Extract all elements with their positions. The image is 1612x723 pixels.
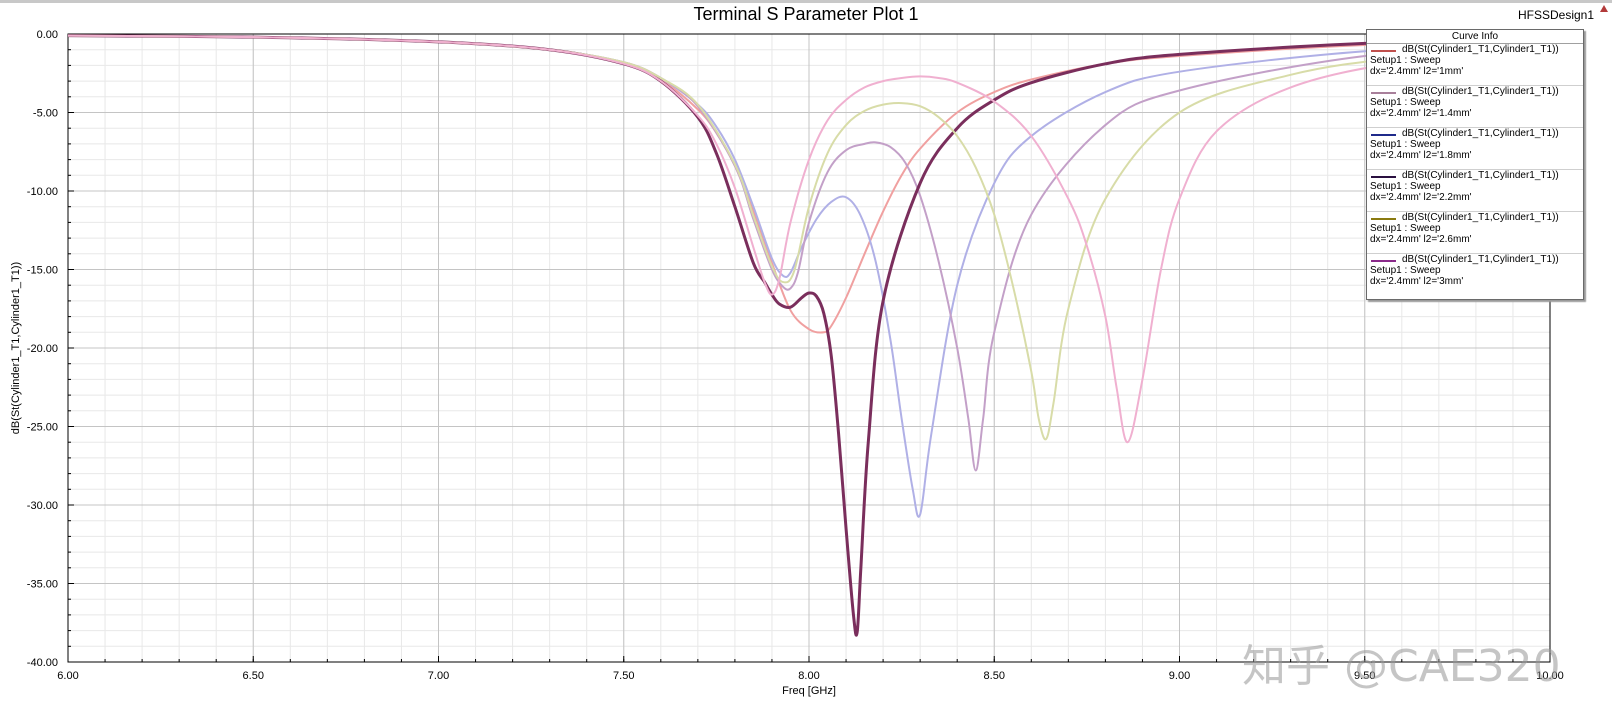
legend-entry[interactable]: dB(St(Cylinder1_T1,Cylinder1_T1)) Setup1 … — [1367, 44, 1583, 86]
legend-entry[interactable]: dB(St(Cylinder1_T1,Cylinder1_T1)) Setup1 … — [1367, 170, 1583, 212]
legend-params-label: dx='2.4mm' l2='2.6mm' — [1370, 234, 1472, 245]
y-tick-label: -10.00 — [27, 186, 58, 198]
legend-entry[interactable]: dB(St(Cylinder1_T1,Cylinder1_T1)) Setup1 … — [1367, 212, 1583, 254]
y-tick-label: -5.00 — [33, 108, 58, 120]
x-tick-label: 8.50 — [984, 670, 1005, 682]
series-lines[interactable] — [67, 34, 1551, 637]
window-top-border — [0, 0, 1612, 3]
legend-curve-name: dB(St(Cylinder1_T1,Cylinder1_T1)) — [1402, 254, 1559, 265]
x-tick-label: 6.50 — [243, 670, 264, 682]
legend-setup-label: Setup1 : Sweep — [1370, 97, 1441, 108]
plot-frame — [67, 33, 1551, 663]
y-tick-label: 0.00 — [37, 29, 58, 41]
y-tick-label: -40.00 — [27, 657, 58, 669]
legend-params-label: dx='2.4mm' l2='1mm' — [1370, 66, 1464, 77]
x-tick-label: 7.50 — [613, 670, 634, 682]
axis-labels: 6.00 6.50 7.00 7.50 8.00 8.50 9.00 9.50 10.00 0.0… — [10, 29, 1564, 697]
x-tick-label: 7.00 — [428, 670, 449, 682]
design-name-label: HFSSDesign1 — [1517, 8, 1594, 22]
x-tick-label: 8.00 — [798, 670, 819, 682]
grid — [67, 33, 1551, 663]
legend-curve-name: dB(St(Cylinder1_T1,Cylinder1_T1)) — [1402, 212, 1559, 223]
x-tick-label: 10.00 — [1536, 670, 1564, 682]
legend-setup-label: Setup1 : Sweep — [1370, 55, 1441, 66]
legend-params-label: dx='2.4mm' l2='3mm' — [1370, 276, 1464, 287]
warning-triangle-icon[interactable] — [1600, 5, 1608, 12]
x-tick-label: 6.00 — [57, 670, 78, 682]
series-line-5[interactable] — [67, 34, 1551, 441]
legend-swatch — [1371, 218, 1396, 220]
legend-swatch — [1371, 260, 1396, 262]
legend-curve-name: dB(St(Cylinder1_T1,Cylinder1_T1)) — [1402, 128, 1559, 139]
y-tick-label: -15.00 — [27, 265, 58, 277]
y-tick-label: -30.00 — [27, 500, 58, 512]
y-tick-label: -25.00 — [27, 422, 58, 434]
legend-curve-name: dB(St(Cylinder1_T1,Cylinder1_T1)) — [1402, 86, 1559, 97]
legend-swatch — [1371, 92, 1396, 94]
y-axis-title: dB(St(Cylinder1_T1,Cylinder1_T1)) — [10, 262, 22, 434]
x-tick-label: 9.00 — [1169, 670, 1190, 682]
curve-info-legend[interactable]: Curve Info dB(St(Cylinder1_T1,Cylinder1_… — [1366, 29, 1584, 300]
series-line-6[interactable] — [67, 34, 1551, 444]
legend-params-label: dx='2.4mm' l2='1.4mm' — [1370, 108, 1472, 119]
legend-setup-label: Setup1 : Sweep — [1370, 181, 1441, 192]
legend-setup-label: Setup1 : Sweep — [1370, 265, 1441, 276]
legend-entry[interactable]: dB(St(Cylinder1_T1,Cylinder1_T1)) Setup1 … — [1367, 128, 1583, 170]
plot-title: Terminal S Parameter Plot 1 — [693, 4, 919, 24]
legend-swatch — [1371, 176, 1396, 178]
y-tick-label: -20.00 — [27, 343, 58, 355]
legend-setup-label: Setup1 : Sweep — [1370, 223, 1441, 234]
legend-params-label: dx='2.4mm' l2='2.2mm' — [1370, 192, 1472, 203]
legend-entry[interactable]: dB(St(Cylinder1_T1,Cylinder1_T1)) Setup1 … — [1367, 86, 1583, 128]
x-axis-title: Freq [GHz] — [782, 685, 836, 697]
legend-swatch — [1371, 50, 1396, 52]
y-tick-label: -35.00 — [27, 579, 58, 591]
x-tick-label: 9.50 — [1354, 670, 1375, 682]
legend-curve-name: dB(St(Cylinder1_T1,Cylinder1_T1)) — [1402, 44, 1559, 55]
legend-setup-label: Setup1 : Sweep — [1370, 139, 1441, 150]
axes — [67, 33, 1551, 663]
legend-curve-name: dB(St(Cylinder1_T1,Cylinder1_T1)) — [1402, 170, 1559, 181]
watermark-text: 知乎 @CAE320 — [1242, 641, 1561, 692]
legend-entry[interactable]: dB(St(Cylinder1_T1,Cylinder1_T1)) Setup1 … — [1367, 254, 1583, 295]
legend-swatch — [1371, 134, 1396, 136]
legend-params-label: dx='2.4mm' l2='1.8mm' — [1370, 150, 1472, 161]
legend-entries: dB(St(Cylinder1_T1,Cylinder1_T1)) Setup1 … — [1367, 44, 1583, 295]
legend-title: Curve Info — [1367, 30, 1583, 44]
